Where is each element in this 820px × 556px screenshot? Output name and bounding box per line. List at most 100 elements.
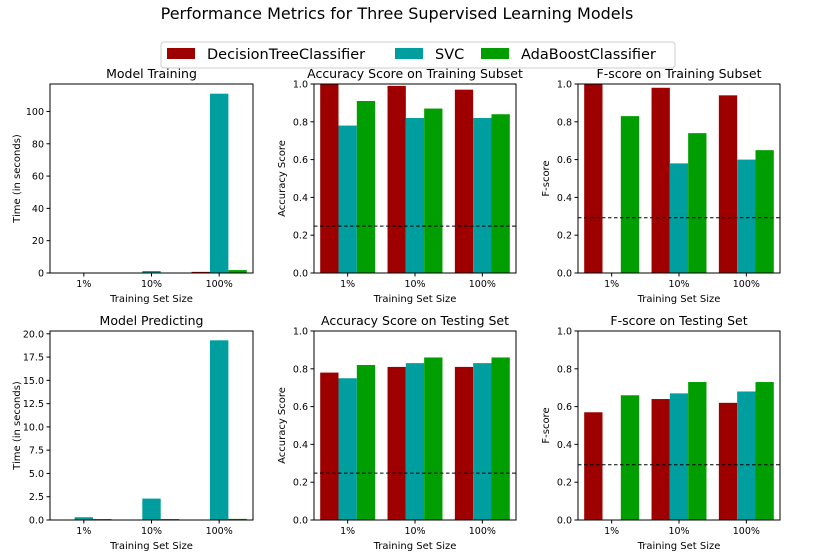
y-tick-label: 0.2 [293, 231, 308, 242]
bar-DecisionTreeClassifier-10% [387, 366, 406, 520]
x-tick-label: 10% [668, 279, 689, 290]
y-tick-label: 80 [32, 139, 44, 150]
x-tick-label: 100% [733, 526, 760, 537]
x-tick-label: 10% [404, 526, 425, 537]
y-tick-label: 5.0 [29, 469, 44, 480]
y-tick-label: 17.5 [23, 353, 44, 364]
chart-3: Model Predicting 0.0 2.5 5.0 7.5 10.0 12.5 15.0… [12, 313, 254, 552]
bar-DecisionTreeClassifier-1% [320, 372, 339, 520]
y-tick-label: 1.0 [293, 80, 308, 91]
x-axis-label: Training Set Size [637, 294, 721, 305]
chart-title: Accuracy Score on Training Subset [307, 66, 523, 81]
bar-AdaBoostClassifier-1% [356, 365, 376, 520]
bar-DecisionTreeClassifier-100% [454, 89, 474, 273]
y-tick-label: 0.6 [293, 402, 308, 413]
y-tick-label: 0.4 [557, 440, 572, 451]
chart-2: F-score on Training Subset 0.0 0.2 0.4 0.6 0.… [541, 66, 781, 305]
chart-title: Model Predicting [100, 313, 204, 328]
bar-AdaBoostClassifier-10% [688, 133, 707, 273]
x-tick-label: 1% [604, 526, 619, 537]
y-axis-label: F-score [541, 160, 552, 196]
legend-label-0: DecisionTreeClassifier [207, 47, 365, 63]
chart-5: F-score on Testing Set 0.0 0.2 0.4 0.6 0.8 1.0… [541, 313, 781, 552]
chart-title: Accuracy Score on Testing Set [321, 313, 509, 328]
x-tick-label: 1% [604, 279, 619, 290]
bar-AdaBoostClassifier-100% [755, 382, 774, 520]
bar-AdaBoostClassifier-100% [228, 518, 247, 520]
bar-AdaBoostClassifier-1% [620, 116, 640, 273]
x-tick-label: 1% [76, 279, 91, 290]
bar-AdaBoostClassifier-10% [424, 108, 443, 273]
y-tick-label: 20.0 [23, 329, 44, 340]
y-tick-label: 0.2 [557, 478, 572, 489]
y-tick-label: 1.0 [293, 327, 308, 338]
y-tick-label: 0.0 [293, 269, 308, 280]
y-tick-label: 2.5 [29, 492, 44, 503]
y-tick-label: 0.8 [293, 117, 308, 128]
y-tick-label: 20 [32, 236, 44, 247]
bar-DecisionTreeClassifier-1% [320, 84, 339, 273]
y-tick-label: 0.6 [557, 155, 572, 166]
legend-swatch-1 [395, 48, 423, 59]
x-tick-label: 1% [340, 526, 355, 537]
y-tick-label: 0.0 [557, 269, 572, 280]
x-axis-label: Training Set Size [373, 541, 457, 552]
y-tick-label: 60 [32, 172, 44, 183]
chart-4: Accuracy Score on Testing Set 0.0 0.2 0.4 0.… [277, 313, 517, 552]
bar-DecisionTreeClassifier-10% [651, 87, 670, 273]
bar-AdaBoostClassifier-10% [688, 382, 707, 520]
y-tick-label: 0.8 [557, 117, 572, 128]
y-tick-label: 0.4 [557, 193, 572, 204]
bar-DecisionTreeClassifier-1% [584, 84, 603, 273]
y-tick-label: 0 [38, 269, 44, 280]
x-tick-label: 100% [206, 279, 233, 290]
bar-SVC-100% [737, 391, 756, 520]
bar-DecisionTreeClassifier-10% [387, 85, 406, 273]
bar-AdaBoostClassifier-1% [356, 101, 376, 273]
bar-AdaBoostClassifier-100% [491, 357, 510, 520]
x-tick-label: 10% [404, 279, 425, 290]
bar-AdaBoostClassifier-100% [228, 270, 247, 273]
bar-SVC-100% [209, 93, 229, 273]
y-tick-label: 0.0 [557, 516, 572, 527]
y-axis-label: Time (in seconds) [12, 134, 23, 224]
y-tick-label: 10.0 [23, 422, 44, 433]
bar-SVC-10% [142, 271, 161, 273]
x-tick-label: 100% [733, 279, 760, 290]
bar-SVC-1% [74, 517, 94, 520]
y-axis-label: Time (in seconds) [12, 381, 23, 471]
y-tick-label: 0.8 [557, 364, 572, 375]
bar-SVC-1% [338, 125, 357, 273]
y-tick-label: 1.0 [557, 327, 572, 338]
y-tick-label: 1.0 [557, 80, 572, 91]
bar-DecisionTreeClassifier-1% [584, 412, 603, 520]
chart-title: F-score on Testing Set [610, 313, 747, 328]
bar-AdaBoostClassifier-1% [620, 395, 640, 520]
legend-label-2: AdaBoostClassifier [521, 47, 656, 63]
y-axis-label: F-score [541, 407, 552, 443]
bar-SVC-100% [737, 159, 756, 273]
bar-SVC-10% [669, 393, 689, 520]
x-tick-label: 100% [469, 279, 496, 290]
legend-swatch-0 [167, 48, 195, 59]
chart-0: Model Training 0 20 40 60 80 100 1% 10% 100% Train… [12, 66, 254, 305]
x-tick-label: 10% [668, 526, 689, 537]
bar-SVC-100% [473, 363, 492, 520]
x-tick-label: 100% [206, 526, 233, 537]
y-tick-label: 12.5 [23, 399, 44, 410]
bar-SVC-10% [405, 118, 425, 274]
x-tick-label: 10% [141, 279, 162, 290]
bar-SVC-100% [473, 118, 492, 274]
y-tick-label: 0.4 [293, 440, 308, 451]
bar-DecisionTreeClassifier-100% [718, 402, 738, 520]
y-tick-label: 0.6 [293, 155, 308, 166]
chart-title: Model Training [106, 66, 197, 81]
y-tick-label: 7.5 [29, 446, 44, 457]
y-tick-label: 0.2 [293, 478, 308, 489]
y-tick-label: 0.0 [29, 516, 44, 527]
legend-swatch-2 [481, 48, 509, 59]
x-axis-label: Training Set Size [109, 541, 193, 552]
y-tick-label: 0.2 [557, 231, 572, 242]
bar-AdaBoostClassifier-10% [424, 357, 443, 520]
